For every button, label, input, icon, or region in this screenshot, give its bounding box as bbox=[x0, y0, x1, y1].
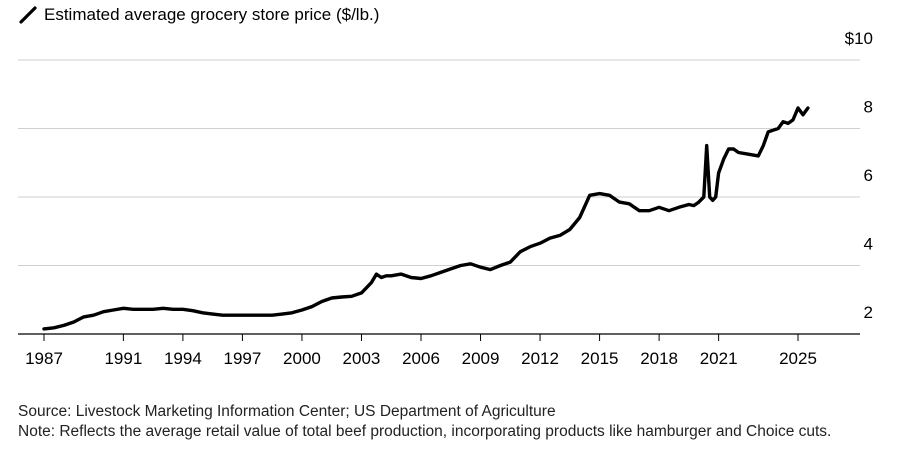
x-tick-label: 1994 bbox=[164, 349, 202, 368]
x-tick-label: 2025 bbox=[779, 349, 817, 368]
x-axis: 1987 1991 1994 1997 2000 2003 2006 2009 2012 2015… bbox=[18, 333, 860, 368]
x-tick-label: 2009 bbox=[462, 349, 500, 368]
gridlines bbox=[18, 59, 860, 266]
y-tick-label: 8 bbox=[864, 98, 873, 117]
x-tick-label: 2018 bbox=[640, 349, 678, 368]
x-tick-label: 2003 bbox=[343, 349, 381, 368]
x-tick-label: 1997 bbox=[224, 349, 262, 368]
x-tick-label: 1987 bbox=[25, 349, 63, 368]
y-axis: 2 4 6 8 $10 bbox=[845, 29, 873, 322]
legend-label: Estimated average grocery store price ($… bbox=[44, 5, 380, 24]
legend: Estimated average grocery store price ($… bbox=[18, 4, 379, 26]
x-tick-label: 2021 bbox=[700, 349, 738, 368]
x-tick-label: 1991 bbox=[104, 349, 142, 368]
x-tick-label: 2006 bbox=[402, 349, 440, 368]
y-tick-label: 4 bbox=[864, 235, 873, 254]
legend-line-swatch bbox=[19, 6, 37, 24]
x-tick-label: 2015 bbox=[581, 349, 619, 368]
x-tick-label: 2012 bbox=[521, 349, 559, 368]
y-tick-label: 6 bbox=[864, 166, 873, 185]
chart-footer: Source: Livestock Marketing Information … bbox=[18, 402, 888, 442]
y-tick-label: $10 bbox=[845, 29, 873, 48]
source-note: Source: Livestock Marketing Information … bbox=[18, 403, 556, 420]
methodology-note: Note: Reflects the average retail value … bbox=[18, 423, 832, 440]
x-tick-label: 2000 bbox=[283, 349, 321, 368]
plot-area bbox=[42, 106, 810, 331]
series-line bbox=[42, 106, 810, 331]
y-tick-label: 2 bbox=[864, 303, 873, 322]
